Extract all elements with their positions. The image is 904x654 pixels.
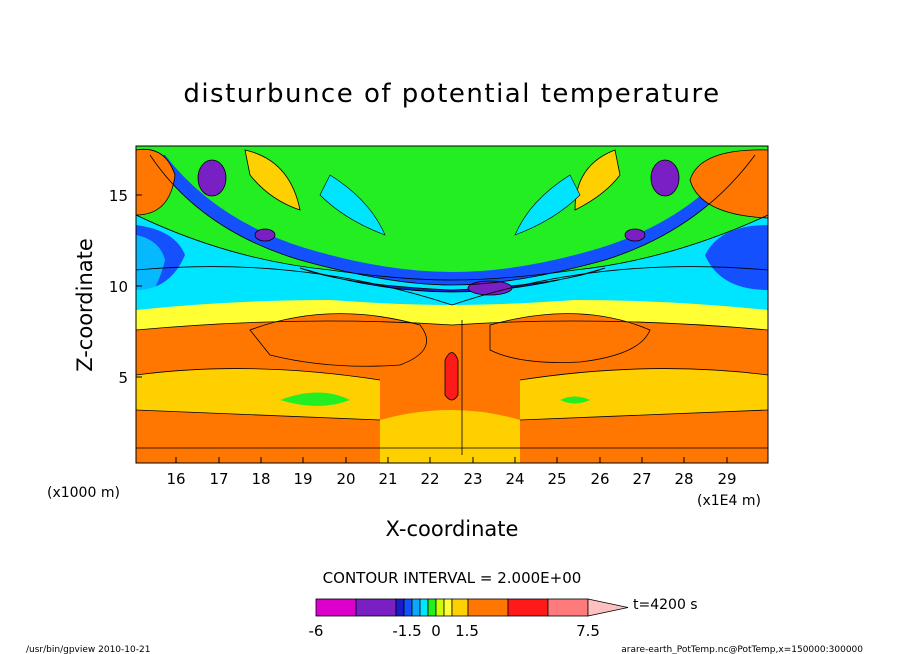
colorbar-tick-label: 1.5 [455,622,479,640]
field-purple-tr [650,159,680,197]
x-tick-label: 28 [674,470,693,488]
x-unit-left: (x1000 m) [47,485,120,501]
colorbar-tick-labels: -6 -1.5 0 1.5 7.5 [309,622,600,640]
x-tick-label: 21 [378,470,397,488]
x-tick-label: 16 [166,470,185,488]
field-orange-tl [136,148,176,216]
field-purple-left [254,228,276,242]
colorbar-segment [419,598,429,617]
x-tick-labels: 16 17 18 19 20 21 22 23 24 25 26 27 28 2… [166,470,736,488]
field-blue-arch [150,155,755,285]
contour-lines [136,154,768,455]
plot-area [136,146,768,463]
field-darkorange-left [249,313,428,367]
field-purple-tl [197,159,227,197]
field-cyan-left [136,235,165,305]
colorbar-segment [435,598,445,617]
time-label: t=4200 s [633,597,698,613]
field-yellow-bottom-center [380,410,520,463]
x-unit-right: (x1E4 m) [697,493,761,509]
colorbar-segment [507,598,549,617]
y-tick-label: 10 [109,278,128,296]
field-blue-right [705,225,768,290]
x-tick-label: 23 [463,470,482,488]
chart-title: disturbunce of potential temperature [183,79,720,109]
colorbar-arrow [587,598,629,617]
field-cyan-arch [136,215,768,310]
footer-right: arare-earth_PotTemp.nc@PotTemp,x=150000:… [621,645,863,654]
colorbar [315,598,629,617]
field-yellow-low-right [520,368,768,420]
colorbar-segment [315,598,357,617]
x-tick-label: 20 [336,470,355,488]
colorbar-segment [443,598,453,617]
field-orange-tr [689,149,768,219]
colorbar-tick-label: 0 [431,622,441,640]
field-green-low-right [560,396,590,404]
plot-frame [135,145,769,464]
field-yellow-tl2 [244,149,301,211]
contour-interval-label: CONTOUR INTERVAL = 2.000E+00 [323,569,582,587]
field-darkblue-arch [299,267,606,293]
axis-ticks [136,194,728,463]
x-tick-label: 22 [420,470,439,488]
y-tick-label: 15 [109,187,128,205]
x-tick-label: 29 [717,470,736,488]
x-tick-label: 19 [293,470,312,488]
y-tick-labels: 5 10 15 [109,187,128,387]
field-yellow-low-left [136,368,380,420]
colorbar-tick-label: -6 [309,622,324,640]
x-tick-label: 24 [505,470,524,488]
field-cyan-streak-right [514,174,581,236]
x-axis-label: X-coordinate [386,517,519,541]
colorbar-segment [467,598,509,617]
colorbar-segment [395,598,405,617]
x-tick-label: 25 [547,470,566,488]
colorbar-segment [451,598,469,617]
footer-left: /usr/bin/gpview 2010-10-21 [26,645,150,654]
x-tick-label: 18 [251,470,270,488]
y-tick-label: 5 [118,369,128,387]
colorbar-segment [427,598,437,617]
field-darkorange-right [489,313,651,363]
colorbar-tick-label: -1.5 [392,622,421,640]
x-tick-label: 27 [632,470,651,488]
colorbar-segment [547,598,589,617]
x-tick-label: 17 [209,470,228,488]
colorbar-tick-label: 7.5 [576,622,600,640]
y-axis-label: Z-coordinate [73,238,97,372]
field-red-core [444,352,459,401]
x-tick-label: 26 [590,470,609,488]
field-yellow-tr2 [574,149,621,211]
colorbar-segment [411,598,421,617]
field-purple-right [624,228,646,242]
field-green-low-left [280,392,350,406]
colorbar-segment [355,598,397,617]
field-cyan-streak-left [319,174,386,236]
colorbar-segment [403,598,413,617]
